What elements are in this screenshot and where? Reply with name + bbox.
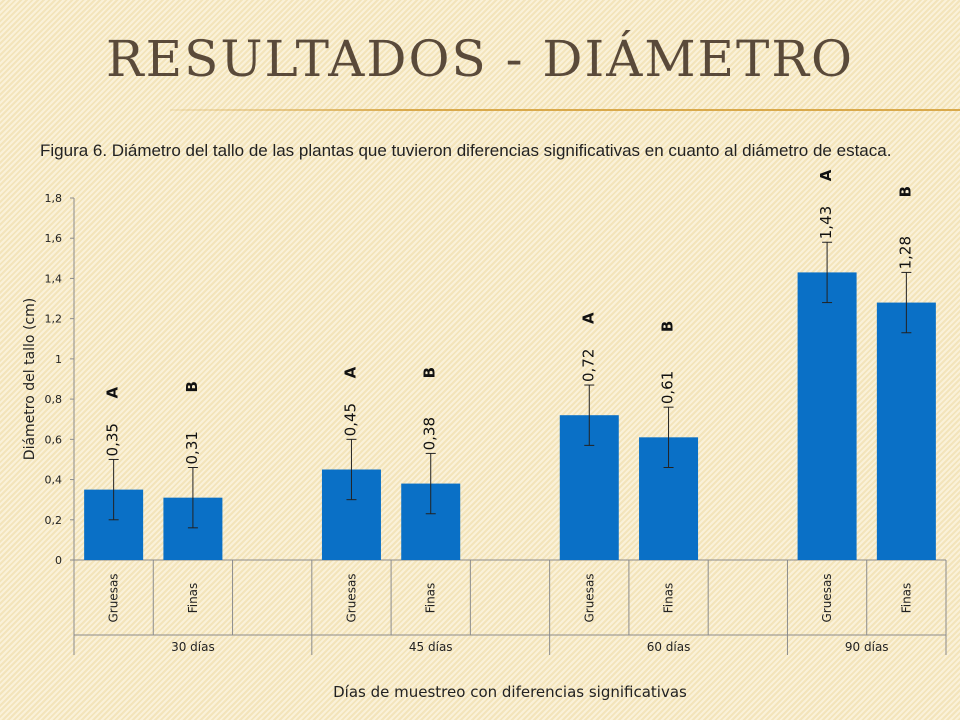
category-label: Finas [186,583,200,614]
y-tick-label: 0,2 [45,514,63,527]
category-label: Finas [899,583,913,614]
y-tick-label: 0,4 [45,474,63,487]
significance-letter: A [341,366,359,378]
y-tick-label: 1,6 [45,232,63,245]
category-label: Gruesas [582,573,596,622]
significance-letter: B [659,321,677,332]
significance-letter: A [579,312,597,324]
data-label: 1,28 [896,236,914,269]
bar-gruesas [797,272,857,560]
significance-letter: B [421,367,439,378]
y-tick-label: 1 [55,353,62,366]
y-tick-label: 0,6 [45,433,63,446]
y-axis-title: Diámetro del tallo (cm) [22,298,38,460]
category-label: Finas [662,583,676,614]
category-label: Gruesas [107,573,121,622]
group-label: 30 días [171,640,215,654]
bar-finas [876,302,936,560]
significance-letter: A [104,386,122,398]
group-label: 90 días [845,640,889,654]
y-tick-label: 0 [55,554,62,567]
data-label: 0,31 [183,431,201,464]
significance-letter: B [896,186,914,197]
significance-letter: B [183,381,201,392]
data-label: 0,61 [659,371,677,404]
category-label: Gruesas [820,573,834,622]
y-tick-label: 1,4 [45,272,63,285]
slide-title: RESULTADOS - DIÁMETRO [105,30,855,88]
category-label: Finas [424,583,438,614]
data-label: 1,43 [817,206,835,239]
y-tick-label: 1,8 [45,192,63,205]
x-axis-title: Días de muestreo con diferencias signifi… [333,683,687,701]
y-tick-label: 1,2 [45,313,63,326]
data-label: 0,45 [341,403,359,436]
y-tick-label: 0,8 [45,393,63,406]
data-label: 0,72 [579,349,597,382]
group-label: 60 días [647,640,691,654]
significance-letter: A [817,169,835,181]
category-label: Gruesas [344,573,358,622]
data-label: 0,35 [104,423,122,456]
title-divider [170,109,960,111]
figure-caption: Figura 6. Diámetro del tallo de las plan… [40,141,892,160]
group-label: 45 días [409,640,453,654]
data-label: 0,38 [421,417,439,450]
